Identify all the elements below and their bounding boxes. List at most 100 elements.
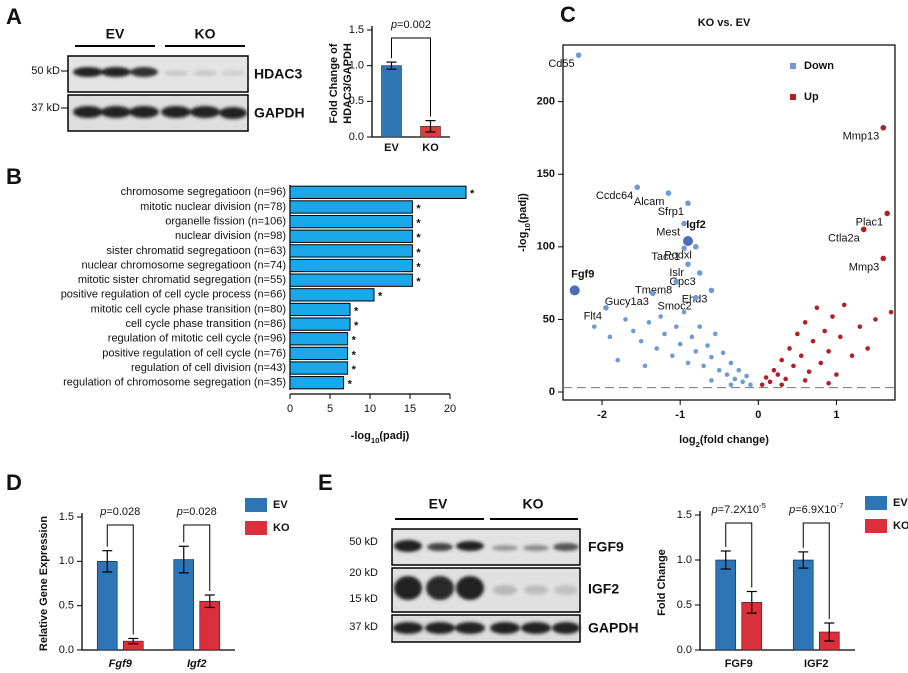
category-label: chromosome segregatioon (n=96) (121, 186, 286, 198)
point-label: Smoc2 (658, 301, 692, 313)
significance: * (416, 276, 421, 288)
y-tick-label: 200 (537, 96, 555, 108)
significance: * (352, 349, 357, 361)
p-value: p=7.2X10-5 (711, 501, 766, 516)
x-axis-label-part: 2 (696, 440, 700, 449)
point (798, 353, 804, 359)
point (682, 236, 693, 247)
point (685, 261, 691, 268)
point-label: Islr (669, 267, 684, 279)
point (708, 287, 715, 294)
category-label: mitotic sister chromatid segregation (n=… (78, 274, 286, 286)
point (810, 338, 816, 344)
category-label: mitotic cell cycle phase transition (n=8… (91, 303, 286, 315)
x-axis-label-part: log (679, 434, 696, 446)
blot-group: KO (523, 496, 544, 512)
bar (381, 65, 402, 138)
point (716, 367, 722, 373)
x-axis-label-part: -log (351, 430, 371, 442)
point (884, 210, 890, 217)
category-label: positive regulation of cell cycle proces… (61, 289, 286, 301)
blot-protein: IGF2 (588, 581, 619, 597)
category-label: cell cycle phase transition (n=86) (126, 318, 287, 330)
bar (715, 559, 737, 651)
point (709, 378, 714, 383)
p-value: p=0.002 (390, 19, 431, 31)
p-value-part: =6.9X10 (795, 504, 836, 516)
point (880, 255, 887, 262)
point (857, 324, 863, 329)
y-tick-label: 1.5 (59, 511, 74, 523)
x-tick-label: -2 (597, 409, 607, 421)
y-axis-label: -log10(padj) (517, 193, 532, 252)
comparison-bracket (725, 522, 753, 588)
category-label: regulation of chromosome segregation (n=… (63, 377, 286, 389)
x-tick-label: 20 (444, 403, 456, 415)
y-axis-label: Relative Gene Expression (38, 516, 50, 651)
significance: * (352, 335, 357, 347)
y-tick-label: 0.5 (677, 599, 692, 611)
point (713, 331, 718, 337)
point (575, 52, 582, 58)
point-label: Fgf9 (571, 268, 594, 280)
bar (289, 244, 413, 258)
point-label: Flt4 (584, 311, 602, 323)
p-value-part: p (711, 504, 718, 516)
blot-group: KO (195, 26, 216, 42)
point (603, 305, 609, 311)
x-tick-label: Fgf9 (109, 658, 133, 670)
panel-label: E (318, 470, 333, 495)
point (693, 349, 699, 354)
y-axis-label-part: 10 (523, 223, 532, 232)
x-axis-label-part: (padj) (379, 430, 409, 442)
p-value: p=0.028 (176, 506, 217, 518)
point (677, 341, 683, 347)
p-value-part: p (390, 19, 397, 31)
legend-label: EV (893, 497, 908, 509)
point (806, 369, 812, 374)
blot-protein: GAPDH (254, 105, 305, 121)
blot-group: EV (429, 496, 448, 512)
legend-label: EV (273, 499, 288, 511)
y-axis-label: HDAC3/GAPDH (342, 43, 354, 124)
chart-title: KO vs. EV (698, 17, 751, 29)
y-tick-label: 1.0 (349, 60, 364, 72)
point (728, 382, 734, 388)
p-value-part: -7 (837, 501, 844, 510)
point (759, 382, 765, 388)
x-tick-label: 5 (327, 403, 333, 415)
p-value-part: p (176, 506, 183, 518)
bar (289, 332, 349, 346)
point (838, 334, 843, 340)
x-tick-label: 0 (755, 409, 761, 421)
point (701, 363, 706, 369)
point (670, 353, 675, 359)
y-tick-label: 1.0 (59, 555, 74, 567)
point-label: Sfrp1 (658, 206, 684, 218)
point (693, 294, 699, 301)
point (744, 373, 749, 379)
legend-label: Up (804, 91, 819, 103)
point (709, 354, 714, 360)
legend-label: KO (893, 520, 908, 532)
point (873, 317, 878, 322)
significance: * (416, 203, 421, 215)
point (888, 309, 894, 315)
point (771, 367, 777, 373)
category-label: nuclear division (n=98) (175, 230, 286, 242)
category-label: mitotic nuclear division (n=78) (140, 201, 286, 213)
bar (289, 302, 351, 317)
significance: * (354, 305, 359, 317)
x-tick-label: EV (384, 142, 399, 154)
y-tick-label: 1.5 (349, 24, 364, 36)
significance: * (416, 261, 421, 273)
y-tick-label: 150 (537, 168, 555, 180)
point (822, 328, 827, 334)
y-axis-label: Fold Change (656, 549, 668, 616)
y-tick-label: 100 (537, 241, 555, 253)
x-axis-label-part: 10 (371, 436, 380, 445)
x-tick-label: 0 (287, 403, 293, 415)
point (697, 324, 703, 329)
point (720, 350, 726, 356)
panel-label: C (560, 2, 576, 27)
